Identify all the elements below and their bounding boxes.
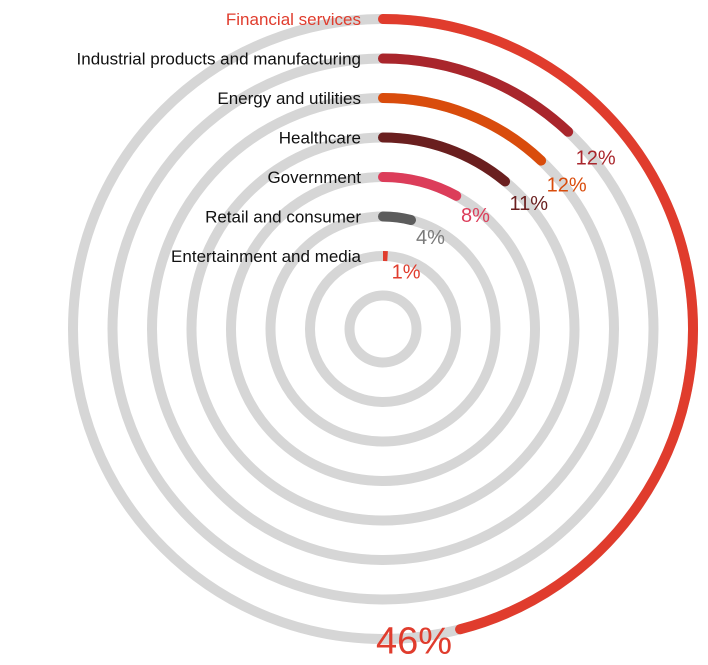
ring-track xyxy=(147,93,619,565)
value-label-healthcare: 11% xyxy=(510,193,549,215)
category-label-entertainment-and-media: Entertainment and media xyxy=(171,247,361,266)
bar-financial-services xyxy=(378,14,698,635)
value-label-financial-services: 46% xyxy=(376,620,452,662)
ring-bars xyxy=(378,14,698,635)
value-label-government: 8% xyxy=(461,205,490,227)
category-label-financial-services: Financial services xyxy=(226,10,361,29)
category-label-government: Government xyxy=(267,168,361,187)
value-label-energy-and-utilities: 12% xyxy=(547,174,587,196)
value-label-industrial-products-and-manufacturing: 12% xyxy=(576,148,616,170)
bar-energy-and-utilities xyxy=(378,93,547,166)
category-label-energy-and-utilities: Energy and utilities xyxy=(217,89,361,108)
bar-retail-and-consumer xyxy=(378,211,416,226)
value-labels: 46%12%12%11%8%4%1% xyxy=(376,148,616,663)
category-label-healthcare: Healthcare xyxy=(279,129,361,148)
bar-government xyxy=(378,172,462,201)
category-label-industrial-products-and-manufacturing: Industrial products and manufacturing xyxy=(77,50,361,69)
bar-industrial-products-and-manufacturing xyxy=(378,53,574,137)
ring-track xyxy=(344,290,422,368)
bar-healthcare xyxy=(378,132,511,187)
ring-track xyxy=(305,251,461,407)
value-label-entertainment-and-media: 1% xyxy=(392,262,421,284)
value-label-retail-and-consumer: 4% xyxy=(416,227,445,249)
category-labels: Financial services Industrial products an… xyxy=(77,10,362,266)
category-label-retail-and-consumer: Retail and consumer xyxy=(205,208,361,227)
